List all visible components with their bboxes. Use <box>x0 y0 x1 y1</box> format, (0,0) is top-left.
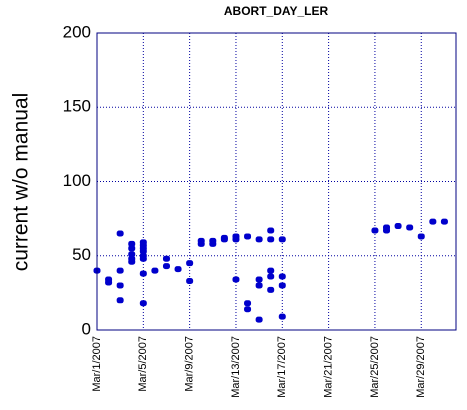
point <box>232 276 240 283</box>
point <box>116 282 124 289</box>
x-tick-label: Mar/17/2007 <box>276 336 288 398</box>
point <box>105 279 113 286</box>
point <box>139 300 147 307</box>
point <box>139 255 147 262</box>
point <box>267 227 275 234</box>
x-tick-label: Mar/5/2007 <box>137 336 149 392</box>
y-tick-label: 50 <box>72 245 91 264</box>
point <box>244 306 252 313</box>
point <box>128 258 136 265</box>
plot-frame <box>96 32 457 331</box>
point <box>429 218 437 225</box>
point <box>116 230 124 237</box>
point <box>255 282 263 289</box>
point <box>128 251 136 258</box>
point <box>209 240 217 247</box>
y-axis-label: current w/o manual <box>10 93 33 272</box>
point <box>255 316 263 323</box>
point <box>278 236 286 243</box>
point <box>440 218 448 225</box>
x-tick-label: Mar/9/2007 <box>184 336 196 392</box>
point <box>151 267 159 274</box>
y-tick-label: 0 <box>82 319 91 338</box>
plot-area: 0 50 100 150 200 Mar/1/2007 Mar/5/2007 Mar/9/20… <box>63 22 456 398</box>
point <box>197 240 205 247</box>
point <box>162 255 170 262</box>
chart-title: ABORT_DAY_LER <box>224 4 329 18</box>
y-tick-label: 100 <box>63 171 91 190</box>
y-tick-label: 150 <box>63 97 91 116</box>
point <box>267 236 275 243</box>
point <box>116 267 124 274</box>
point <box>186 277 194 284</box>
point <box>383 227 391 234</box>
point <box>128 240 136 247</box>
x-tick-label: Mar/25/2007 <box>369 336 381 398</box>
point <box>244 300 252 307</box>
x-tick-label: Mar/1/2007 <box>91 336 103 392</box>
point <box>186 260 194 267</box>
point <box>255 236 263 243</box>
point <box>162 263 170 270</box>
y-tick-label: 200 <box>63 22 91 41</box>
point <box>139 270 147 277</box>
point <box>394 223 402 230</box>
x-tick-label: Mar/29/2007 <box>415 336 427 398</box>
point <box>244 233 252 240</box>
point <box>371 227 379 234</box>
x-tick-label: Mar/21/2007 <box>323 336 335 398</box>
point <box>278 273 286 280</box>
point <box>267 273 275 280</box>
point <box>255 276 263 283</box>
x-tick-label: Mar/13/2007 <box>230 336 242 398</box>
point <box>278 282 286 289</box>
point <box>278 313 286 320</box>
point <box>267 267 275 274</box>
point <box>417 233 425 240</box>
point <box>267 286 275 293</box>
point <box>220 236 228 243</box>
point <box>232 236 240 243</box>
point <box>116 297 124 304</box>
point <box>139 248 147 255</box>
point <box>174 266 182 273</box>
point <box>406 224 414 231</box>
point <box>128 245 136 252</box>
